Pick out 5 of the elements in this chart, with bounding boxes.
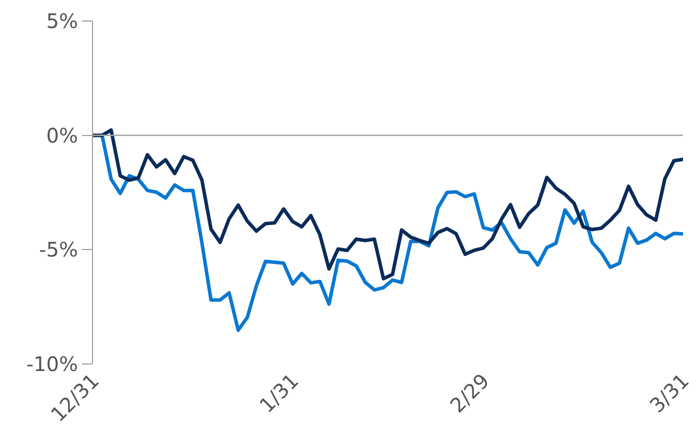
y-tick-label: 5% — [46, 9, 78, 33]
y-tick-label: -5% — [39, 238, 78, 262]
y-tick-label: -10% — [26, 352, 78, 376]
line-series — [93, 128, 683, 280]
y-tick-label: 0% — [46, 123, 78, 148]
